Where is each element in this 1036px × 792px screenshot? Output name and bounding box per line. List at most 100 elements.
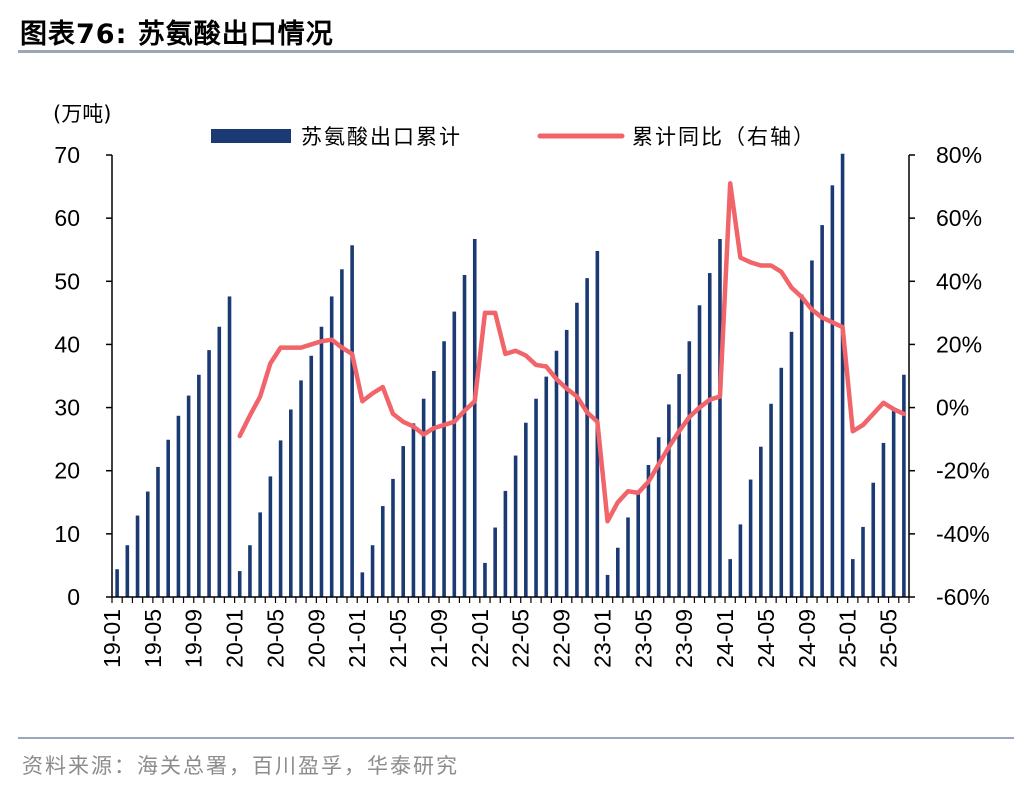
x-tick-label: 24-05	[753, 609, 779, 668]
bar	[656, 437, 661, 597]
bar	[646, 465, 651, 597]
x-tick-label: 21-09	[426, 609, 452, 668]
bar	[329, 296, 334, 597]
bar	[268, 476, 273, 597]
bar	[237, 571, 242, 597]
yoy-line	[237, 181, 907, 524]
bar	[871, 482, 876, 597]
bar	[534, 398, 538, 597]
left-tick-label: 30	[54, 395, 80, 421]
bar	[830, 185, 835, 597]
x-tick-label: 22-05	[508, 609, 534, 668]
bar	[605, 574, 610, 597]
bar	[810, 260, 814, 597]
bar	[442, 341, 446, 597]
bar-series	[115, 153, 906, 598]
left-tick-label: 0	[67, 584, 80, 610]
right-tick-label: 60%	[936, 205, 982, 231]
bar	[360, 572, 365, 597]
x-tick-label: 23-05	[630, 609, 656, 668]
left-tick-label: 20	[54, 458, 80, 484]
legend-bar-label: 苏氨酸出口累计	[301, 125, 462, 149]
x-tick-label: 21-01	[344, 609, 370, 668]
left-tick-label: 70	[54, 142, 80, 168]
bar	[299, 380, 303, 597]
bar	[145, 491, 150, 597]
x-tick-label: 23-01	[589, 609, 615, 668]
bar	[462, 274, 467, 597]
right-tick-label: 20%	[936, 331, 982, 357]
x-tick-label: 20-09	[303, 609, 329, 668]
bar	[820, 225, 824, 597]
bar	[115, 569, 119, 597]
bar	[380, 506, 385, 597]
legend-bar-swatch	[211, 129, 291, 143]
axis-labels: 0 10 20 30 40 50 60 70 -60% -40% -20% 0% 20% 40% 60% 80…	[54, 142, 989, 668]
bar	[585, 278, 589, 597]
right-tick-label: 80%	[936, 142, 982, 168]
bar	[319, 326, 324, 597]
bar	[718, 238, 722, 598]
bar	[861, 526, 865, 597]
bar	[483, 562, 487, 597]
bar	[258, 512, 262, 597]
x-tick-label: 22-09	[549, 609, 575, 668]
bar	[278, 440, 283, 597]
right-tick-label: -40%	[936, 521, 990, 547]
bar	[125, 545, 130, 597]
right-tick-label: -60%	[936, 584, 990, 610]
x-tick-label: 25-05	[876, 609, 902, 668]
bar	[166, 439, 170, 597]
left-tick-label: 10	[54, 521, 80, 547]
bar	[472, 238, 477, 598]
bar	[135, 515, 140, 597]
left-tick-label: 60	[54, 205, 80, 231]
bar	[881, 442, 886, 597]
bar	[186, 395, 191, 597]
bar	[707, 273, 712, 597]
x-tick-label: 21-05	[385, 609, 411, 668]
bar	[207, 350, 211, 597]
bar	[197, 374, 201, 597]
legend: 苏氨酸出口累计 累计同比（右轴）	[211, 125, 816, 149]
bar	[738, 524, 743, 597]
bar	[902, 374, 906, 597]
bar	[564, 329, 569, 597]
legend-line-label: 累计同比（右轴）	[632, 125, 816, 149]
x-tick-label: 22-01	[467, 609, 493, 668]
bar	[544, 376, 549, 597]
bar	[513, 455, 518, 597]
bar	[840, 153, 845, 598]
bar	[891, 408, 896, 597]
bar	[575, 302, 579, 597]
chart-canvas: 0 10 20 30 40 50 60 70 -60% -40% -20% 0% 20% 40% 60% 80…	[53, 102, 990, 668]
x-tick-label: 19-09	[181, 609, 207, 668]
bar	[248, 545, 252, 597]
bar	[728, 559, 732, 597]
chart-axes	[106, 154, 915, 603]
left-tick-label: 50	[54, 268, 80, 294]
bar	[432, 370, 436, 597]
left-axis-unit: (万吨)	[53, 102, 111, 126]
line-series	[237, 181, 907, 524]
source-note: 资料来源：海关总署，百川盈孚，华泰研究	[22, 754, 459, 778]
bar	[503, 490, 508, 597]
bar	[677, 374, 681, 597]
bar	[421, 398, 426, 597]
bar	[309, 355, 314, 597]
bar	[667, 404, 671, 597]
bar	[687, 341, 692, 597]
bar	[350, 245, 354, 598]
right-tick-label: 0%	[936, 395, 969, 421]
x-tick-label: 20-01	[222, 609, 248, 668]
bar	[493, 527, 497, 597]
bar	[411, 423, 416, 597]
bar	[759, 446, 763, 597]
footer-divider	[18, 737, 1014, 739]
x-tick-label: 24-09	[794, 609, 820, 668]
bar	[779, 367, 784, 597]
x-tick-label: 19-01	[99, 609, 125, 668]
chart-title: 图表76: 苏氨酸出口情况	[20, 19, 334, 50]
bar	[789, 331, 794, 597]
bar	[176, 415, 181, 597]
